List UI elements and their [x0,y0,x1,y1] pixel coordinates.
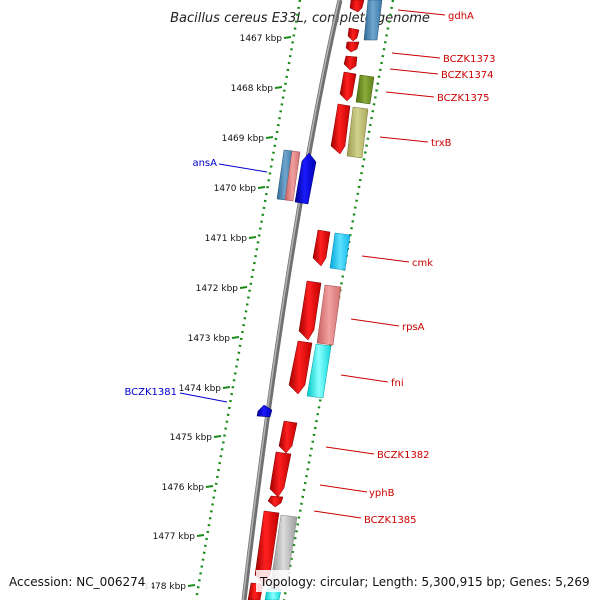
map-title: Bacillus cereus E33L, complete genome [170,11,430,26]
feature-yphB-arrow [269,451,292,498]
leader-rpsA [350,318,400,327]
tick-label-1477: 1477 kbp [153,532,196,542]
tick-labels: 1467 kbp 1468 kbp 1469 kbp 1470 kbp 1471… [144,34,283,592]
feature-cmk-cog [329,232,351,271]
tick-label-1471: 1471 kbp [205,234,248,244]
tick-label-1474: 1474 kbp [179,384,222,394]
leader-ansA [218,163,268,173]
feature-rpsA-arrow [298,280,322,341]
tick-label-1469: 1469 kbp [222,134,265,144]
feature-bczk1375-arrow [339,71,357,102]
tick-marks [187,36,292,587]
feature-gdhA-cog [363,0,383,41]
tick-label-1472: 1472 kbp [196,284,239,294]
accession-text: Accession: NC_006274 [9,575,145,589]
feature-bczk1373-gene [347,27,360,42]
summary-backdrop [256,570,594,592]
leader-bczk1373 [391,52,441,59]
leader-bczk1382 [325,446,375,455]
tick-label-1470: 1470 kbp [214,184,257,194]
label-cmk: cmk [412,258,433,269]
feature-rpsA-cog [316,284,342,346]
feature-bczk1382-arrow [278,420,298,454]
label-fni: fni [391,378,404,389]
feature-bczk1375-cog [355,74,375,105]
label-rpsA: rpsA [402,322,425,333]
leader-cmk [361,255,410,263]
feature-trxB-arrow [330,103,351,155]
label-gdhA: gdhA [448,11,474,22]
leader-fni [340,374,389,383]
label-bczk1373: BCZK1373 [443,54,496,65]
gene-labels: gdhA BCZK1373 BCZK1374 BCZK1375 trxB ans… [124,11,495,526]
feature-trxB-cog [346,106,369,159]
feature-fni-cog [306,343,332,399]
feature-bczk1381-arrow [256,404,273,418]
leader-bczk1375 [385,91,435,98]
leader-lines [179,9,446,519]
tick-label-1468: 1468 kbp [231,84,274,94]
tick-label-1476: 1476 kbp [162,483,205,493]
genome-summary-text: Topology: circular; Length: 5,300,915 bp… [259,575,590,589]
leader-yphB [319,484,368,493]
accession-backdrop [4,570,152,592]
feature-gdhA-arrow [349,0,365,13]
leader-bczk1381 [179,392,228,403]
label-bczk1382: BCZK1382 [377,450,430,461]
label-yphB: yphB [369,488,395,499]
label-bczk1374: BCZK1374 [441,70,494,81]
leader-bczk1374 [389,68,439,75]
feature-cmk-arrow [312,229,331,267]
genome-backbone [241,0,343,600]
tick-label-1478: 1478 kbp [144,582,187,592]
feature-bczk1374-arrow [343,55,358,71]
leader-bczk1385 [313,510,362,519]
label-trxB: trxB [431,138,452,149]
feature-bczk1373-arrow [345,41,360,53]
label-bczk1375: BCZK1375 [437,93,490,104]
reverse-features [256,149,317,418]
label-bczk1381: BCZK1381 [124,387,177,398]
tick-label-1473: 1473 kbp [188,334,231,344]
label-bczk1385: BCZK1385 [364,515,417,526]
leader-gdhA [397,9,446,16]
tick-label-1467: 1467 kbp [240,34,283,44]
feature-yphB-small-arrow [267,495,284,508]
feature-ansA-arrow [294,152,317,205]
label-ansA: ansA [192,158,217,169]
tick-label-1475: 1475 kbp [170,433,213,443]
feature-ansA-cog-salmon [284,150,301,202]
feature-fni-arrow [288,340,313,395]
genome-backbone-highlight [242,0,340,600]
leader-trxB [379,136,429,143]
